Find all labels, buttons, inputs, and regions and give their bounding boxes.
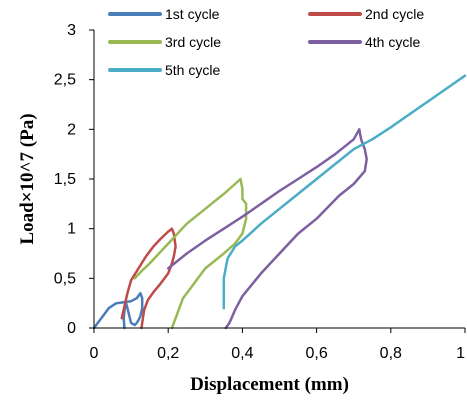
x-tick-label: 0 — [90, 345, 99, 362]
y-tick-label: 2 — [67, 121, 76, 138]
y-tick-label: 1,5 — [54, 171, 76, 188]
tick-labels: 0 0,5 1 1,5 2 2,5 3 0 0,2 0,4 0,6 0,8 1 — [54, 22, 465, 362]
y-axis-title: Load×10^7 (Pa) — [17, 113, 38, 244]
y-tick-label: 1 — [67, 221, 76, 238]
x-tick-label: 0,2 — [157, 345, 179, 362]
series-line-4 — [166, 128, 368, 330]
y-tick-label: 3 — [67, 22, 76, 39]
axes — [89, 29, 466, 333]
series-line-1 — [92, 291, 144, 330]
legend-label-2nd-cycle: 2nd cycle — [365, 6, 424, 22]
legend-label-3rd-cycle: 3rd cycle — [165, 34, 221, 50]
legend-label-1st-cycle: 1st cycle — [165, 6, 220, 22]
x-tick-label: 0,8 — [380, 345, 402, 362]
y-tick-label: 2,5 — [54, 72, 76, 89]
x-tick-label: 0,4 — [231, 345, 253, 362]
y-tick-label: 0,5 — [54, 270, 76, 287]
legend-label-5th-cycle: 5th cycle — [165, 62, 220, 78]
y-tick-label: 0 — [67, 320, 76, 337]
series-line-3 — [133, 177, 248, 330]
x-axis-title: Displacement (mm) — [190, 374, 349, 395]
series-line-2 — [120, 227, 177, 330]
legend-label-4th-cycle: 4th cycle — [365, 34, 420, 50]
plot-series — [92, 74, 467, 330]
series-line-5 — [222, 74, 467, 310]
x-tick-label: 1 — [456, 345, 465, 362]
legend: 1st cycle 2nd cycle 3rd cycle 4th cycle … — [108, 6, 424, 78]
x-tick-label: 0,6 — [305, 345, 327, 362]
